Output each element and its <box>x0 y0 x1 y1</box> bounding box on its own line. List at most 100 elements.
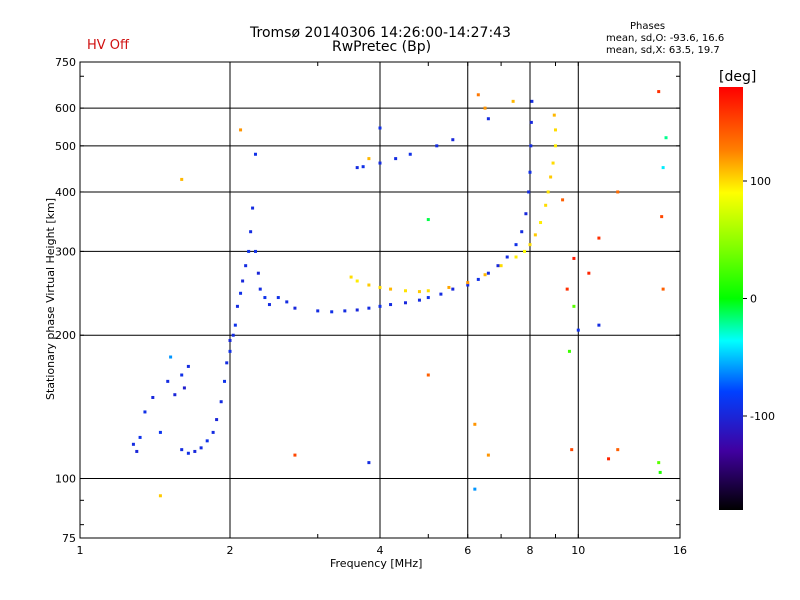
echo-point <box>228 349 232 353</box>
x-tick-label: 1 <box>77 544 84 557</box>
echo-point <box>426 296 430 300</box>
chart-title-line2: RwPretec (Bp) <box>332 39 432 55</box>
phase-stats-title: Phases <box>630 21 666 32</box>
y-tick-label: 600 <box>55 102 76 115</box>
echo-point <box>394 157 398 161</box>
echo-point <box>389 287 393 291</box>
echo-point <box>514 243 518 247</box>
y-tick-label: 500 <box>55 140 76 153</box>
echo-point <box>228 338 232 342</box>
echo-point <box>253 249 257 253</box>
echo-point <box>447 285 451 289</box>
echo-point <box>367 461 371 465</box>
colorbar-tick-label: -100 <box>750 410 775 423</box>
echo-point <box>330 310 334 314</box>
echo-point <box>378 161 382 165</box>
echo-point <box>389 303 393 307</box>
echo-point <box>496 264 500 268</box>
echo-point <box>476 277 480 281</box>
echo-point <box>215 418 219 422</box>
echo-point <box>258 287 262 291</box>
chart-title-line1: Tromsø 20140306 14:26:00-14:27:43 <box>250 25 511 41</box>
echo-point <box>451 287 455 291</box>
echo-point <box>539 221 543 225</box>
echo-point <box>135 449 139 453</box>
echo-point <box>378 304 382 308</box>
echo-point <box>528 243 532 247</box>
echo-point <box>180 177 184 181</box>
x-tick-label: 4 <box>377 544 384 557</box>
echo-point <box>367 157 371 161</box>
colorbar-tick-label: 100 <box>750 175 771 188</box>
echo-point <box>533 233 537 237</box>
echo-point <box>486 117 490 121</box>
echo-point <box>239 128 243 132</box>
x-tick-label: 2 <box>227 544 234 557</box>
echo-point <box>378 126 382 130</box>
echo-point <box>138 435 142 439</box>
echo-point <box>511 99 515 103</box>
echo-point <box>514 255 518 259</box>
echo-point <box>664 136 668 140</box>
echo-point <box>483 106 487 110</box>
echo-point <box>483 273 487 277</box>
echo-point <box>523 249 527 253</box>
echo-point <box>551 161 555 165</box>
y-tick-label: 75 <box>62 532 76 545</box>
echo-point <box>355 166 359 170</box>
echo-point <box>486 271 490 275</box>
echo-point <box>169 355 173 359</box>
echo-point <box>166 379 170 383</box>
echo-point <box>466 283 470 287</box>
echo-point <box>211 430 215 434</box>
echo-point <box>367 283 371 287</box>
echo-point <box>553 144 557 148</box>
echo-point <box>143 410 147 414</box>
echo-point <box>527 190 531 194</box>
echo-point <box>426 218 430 222</box>
echo-point <box>657 461 661 465</box>
echo-point <box>451 138 455 142</box>
colorbar <box>719 87 743 510</box>
echo-point <box>524 212 528 216</box>
echo-point <box>549 175 553 179</box>
echo-point <box>572 256 576 260</box>
echo-point <box>158 494 162 498</box>
echo-point <box>439 292 443 296</box>
echo-point <box>486 453 490 457</box>
echo-point <box>466 281 470 285</box>
echo-point <box>660 215 664 219</box>
echo-point <box>505 255 509 259</box>
echo-point <box>151 395 155 399</box>
echo-point <box>251 206 255 210</box>
echo-point <box>267 303 271 307</box>
echo-point <box>657 90 661 94</box>
x-tick-label: 10 <box>571 544 585 557</box>
echo-point <box>553 128 557 132</box>
echo-point <box>552 113 556 117</box>
echo-point <box>180 373 184 377</box>
echo-point <box>316 309 320 313</box>
echo-point <box>367 306 371 310</box>
echo-point <box>293 453 297 457</box>
echo-point <box>529 144 533 148</box>
echo-point <box>570 448 574 452</box>
echo-point <box>544 203 548 207</box>
echo-point <box>378 285 382 289</box>
echo-point <box>225 361 229 365</box>
echo-point <box>131 442 135 446</box>
echo-point <box>473 487 477 491</box>
echo-point <box>403 301 407 305</box>
echo-point <box>186 451 190 455</box>
echo-point <box>263 296 267 300</box>
echo-point <box>572 304 576 308</box>
echo-point <box>173 393 177 397</box>
echo-point <box>426 373 430 377</box>
echo-point <box>616 448 620 452</box>
phase-stats-x: mean, sd,X: 63.5, 19.7 <box>606 45 720 56</box>
echo-point <box>597 323 601 327</box>
echo-point <box>597 236 601 240</box>
echo-point <box>528 170 532 174</box>
echo-point <box>567 349 571 353</box>
echo-point <box>661 287 665 291</box>
